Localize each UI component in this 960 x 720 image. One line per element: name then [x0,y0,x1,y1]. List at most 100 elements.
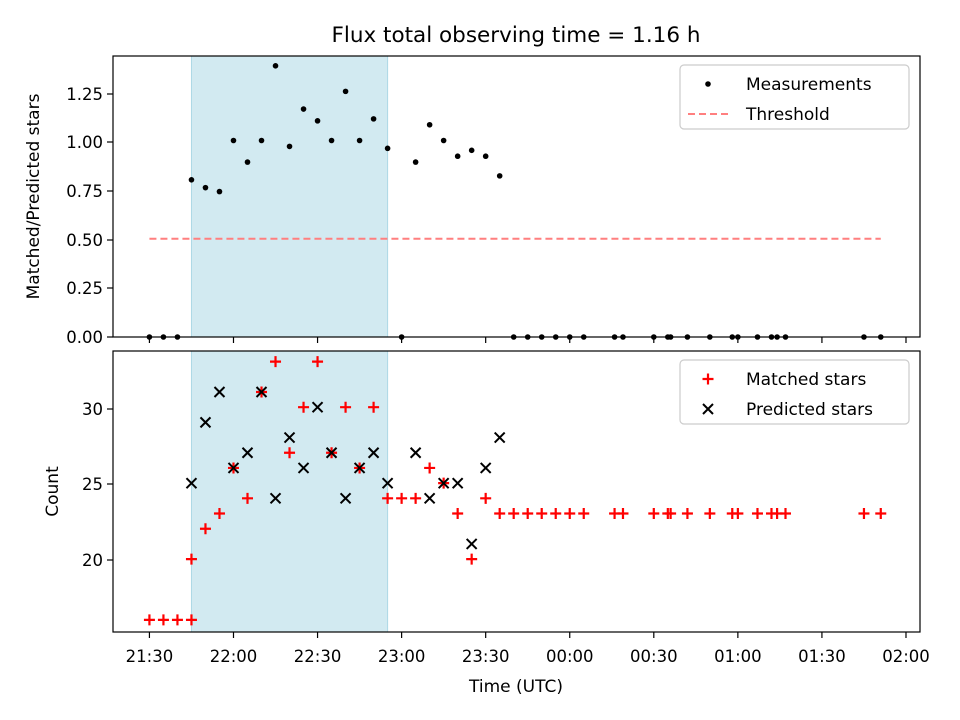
data-point [875,508,887,520]
axes-frame [112,55,921,338]
data-point [185,614,197,626]
data-point [426,121,433,128]
data-point [283,431,296,444]
data-point [340,401,352,413]
data-point [185,553,197,565]
y-tick-label: 0.00 [66,328,103,347]
data-point [465,538,478,550]
y-tick-label: 1.25 [66,85,103,104]
data-point [216,188,223,195]
data-point [286,143,293,150]
shaded-interval [190,55,389,338]
data-point [328,137,335,144]
legend-label: Predicted stars [746,400,873,420]
data-point [424,462,436,474]
y-axis-label: Count [43,466,63,517]
data-point [367,447,380,459]
data-point [272,63,279,69]
data-point [298,401,310,413]
data-point [665,508,677,520]
data-point [780,508,791,520]
x-tick-label: 22:00 [210,647,258,666]
x-axis-label: Time (UTC) [468,677,563,697]
data-point [550,508,562,520]
x-tick-label: 23:00 [378,647,426,666]
data-point [353,462,366,474]
data-point [468,147,475,154]
data-point [493,431,506,444]
data-point [578,508,590,520]
data-point [396,492,408,504]
legend-swatch [705,81,711,87]
y-tick-label: 0.25 [66,279,103,298]
data-point [494,508,506,520]
data-point [522,508,534,520]
data-point [452,508,464,520]
legend-box [679,64,910,130]
data-point [270,356,282,368]
shaded-interval [190,350,389,633]
data-point [704,508,716,520]
data-point [342,88,349,95]
chart-title: Flux total observing time = 1.16 h [332,23,701,48]
data-point [410,492,422,504]
data-point [143,614,155,626]
legend-box [679,359,910,425]
data-point [284,447,296,459]
data-point [536,508,548,520]
data-point [617,508,629,520]
data-point [213,386,226,398]
data-point [466,553,478,565]
data-point [312,356,324,368]
data-point [384,145,391,152]
data-point [199,416,212,429]
top-panel: 0.00 0.25 0.50 0.75 1.00 1.25 Matched/Predicte… [24,55,921,347]
data-point [269,492,282,505]
y-tick-label: 0.75 [66,182,103,201]
data-point [258,137,265,144]
x-tick-label: 00:00 [546,647,594,666]
data-point [681,508,693,520]
data-point [480,492,492,504]
data-point [479,462,492,474]
data-point [437,477,450,489]
series-1-1 [185,386,506,550]
data-point [202,184,209,191]
legend: Matched stars Predicted stars [679,359,910,425]
data-point [451,477,464,489]
data-point [370,116,377,122]
x-tick-label: 22:30 [294,647,342,666]
x-tick-label: 21:30 [126,647,174,666]
data-point [242,492,253,504]
data-point [241,447,254,459]
data-point [368,401,380,413]
x-tick-label: 23:30 [462,647,510,666]
data-point [311,401,324,413]
data-point [454,153,461,160]
data-point [382,492,394,504]
series-0-0 [146,63,884,340]
legend-swatch [702,403,714,415]
data-point [423,492,436,505]
legend-label: Threshold [745,105,830,125]
data-point [171,614,183,626]
legend-swatch [702,373,714,385]
bottom-panel: 20 25 30 21:30 22:00 22:30 23:00 23:30 00:00 00:3… [43,350,930,666]
x-tick-label: 01:00 [714,647,762,666]
legend-label: Measurements [746,75,872,95]
data-point [482,153,489,160]
data-point [213,508,225,520]
data-point [199,523,211,535]
data-point [300,106,307,112]
data-point [255,386,268,398]
data-point [412,159,419,165]
data-point [440,137,447,144]
data-point [314,118,321,124]
data-point [227,462,240,474]
data-point [230,137,237,144]
data-point [188,176,195,183]
data-point [157,614,169,626]
y-tick-label: 0.50 [66,231,103,250]
x-tick-label: 00:30 [630,647,678,666]
legend-label: Matched stars [746,370,866,390]
